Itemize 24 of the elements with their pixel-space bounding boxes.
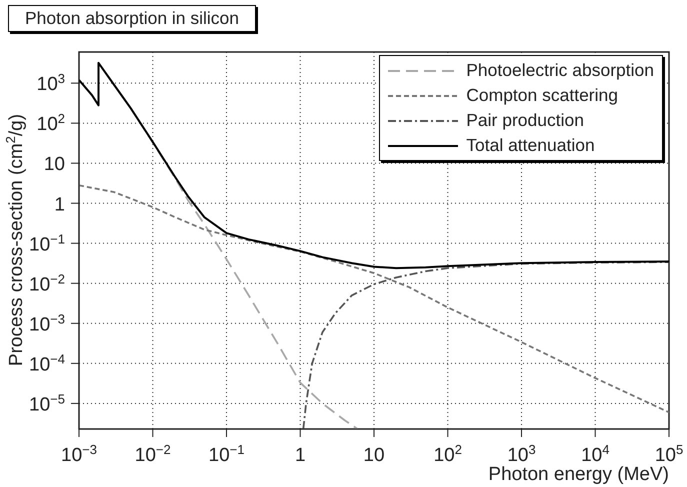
y-tick-label: 10$^{−3}$ bbox=[29, 310, 65, 336]
legend-label: Total attenuation bbox=[466, 135, 595, 156]
legend-label: Pair production bbox=[466, 110, 584, 131]
x-tick-label: 1 bbox=[294, 445, 306, 466]
x-tick-label: 10$^{2}$ bbox=[434, 442, 462, 466]
legend-label: Compton scattering bbox=[466, 85, 618, 106]
y-tick-label: 10$^{−1}$ bbox=[29, 230, 65, 256]
x-tick-label: 10$^{−3}$ bbox=[61, 442, 97, 466]
y-tick-label: 10$^{−5}$ bbox=[29, 390, 65, 416]
y-tick-label: 10$^{−2}$ bbox=[29, 270, 65, 296]
x-tick-label: 10 bbox=[363, 445, 385, 466]
x-tick-label: 10$^{4}$ bbox=[581, 442, 610, 466]
chart-title: Photon absorption in silicon bbox=[8, 5, 256, 32]
x-tick-label: 10$^{3}$ bbox=[507, 442, 536, 466]
y-tick-label: 1 bbox=[54, 194, 65, 216]
x-tick-label: 10$^{5}$ bbox=[654, 442, 684, 466]
y-tick-label: 10 bbox=[44, 154, 65, 176]
legend-label: Photoelectric absorption bbox=[466, 60, 654, 81]
x-axis-title: Photon energy (MeV) bbox=[488, 464, 669, 485]
y-tick-label: 10$^{3}$ bbox=[36, 70, 65, 96]
y-tick-label: 10$^{2}$ bbox=[36, 110, 65, 136]
x-tick-label: 10$^{−1}$ bbox=[208, 442, 244, 466]
x-tick-label: 10$^{−2}$ bbox=[134, 442, 171, 466]
y-tick-label: 10$^{−4}$ bbox=[29, 350, 65, 376]
